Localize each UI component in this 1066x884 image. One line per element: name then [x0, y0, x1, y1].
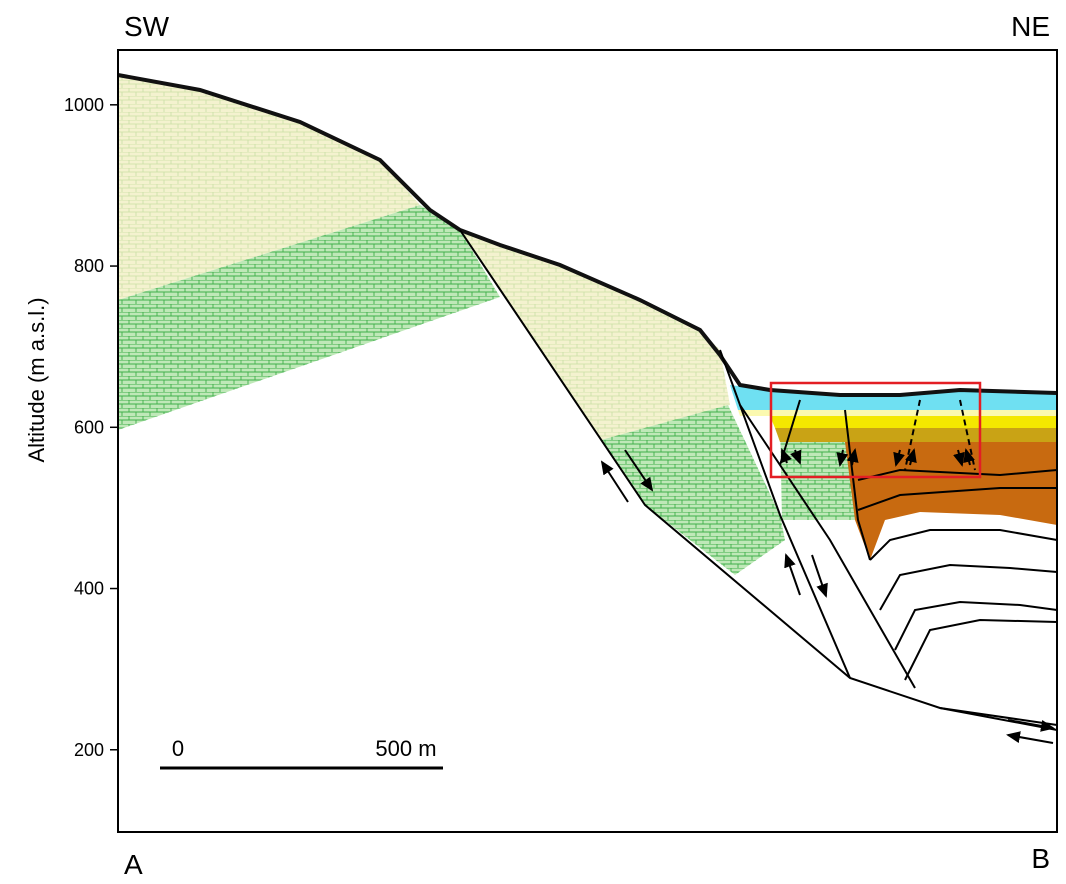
limestone-upper	[460, 230, 730, 440]
scale-start: 0	[172, 736, 184, 761]
y-tick-label: 1000	[64, 95, 104, 115]
direction-right: NE	[1011, 11, 1050, 42]
direction-left: SW	[124, 11, 170, 42]
end-label: A	[124, 849, 143, 879]
axis-label: Altitude (m a.s.l.)	[24, 297, 49, 462]
y-axis: 200 400 600 800 1000	[64, 95, 118, 760]
layer-brown	[845, 442, 1057, 560]
y-tick-label: 400	[74, 579, 104, 599]
layer-pale-yellow	[738, 410, 1057, 416]
layer-olive	[775, 428, 1057, 442]
y-tick-label: 800	[74, 256, 104, 276]
y-tick-label: 200	[74, 740, 104, 760]
layer-yellow	[770, 416, 1057, 428]
y-tick-label: 600	[74, 417, 104, 437]
cross-section: 0 500 m SW NE A B Altitude (m a.s.l.) 20…	[0, 0, 1066, 879]
scale-end: 500 m	[375, 736, 436, 761]
end-label: B	[1031, 843, 1050, 874]
